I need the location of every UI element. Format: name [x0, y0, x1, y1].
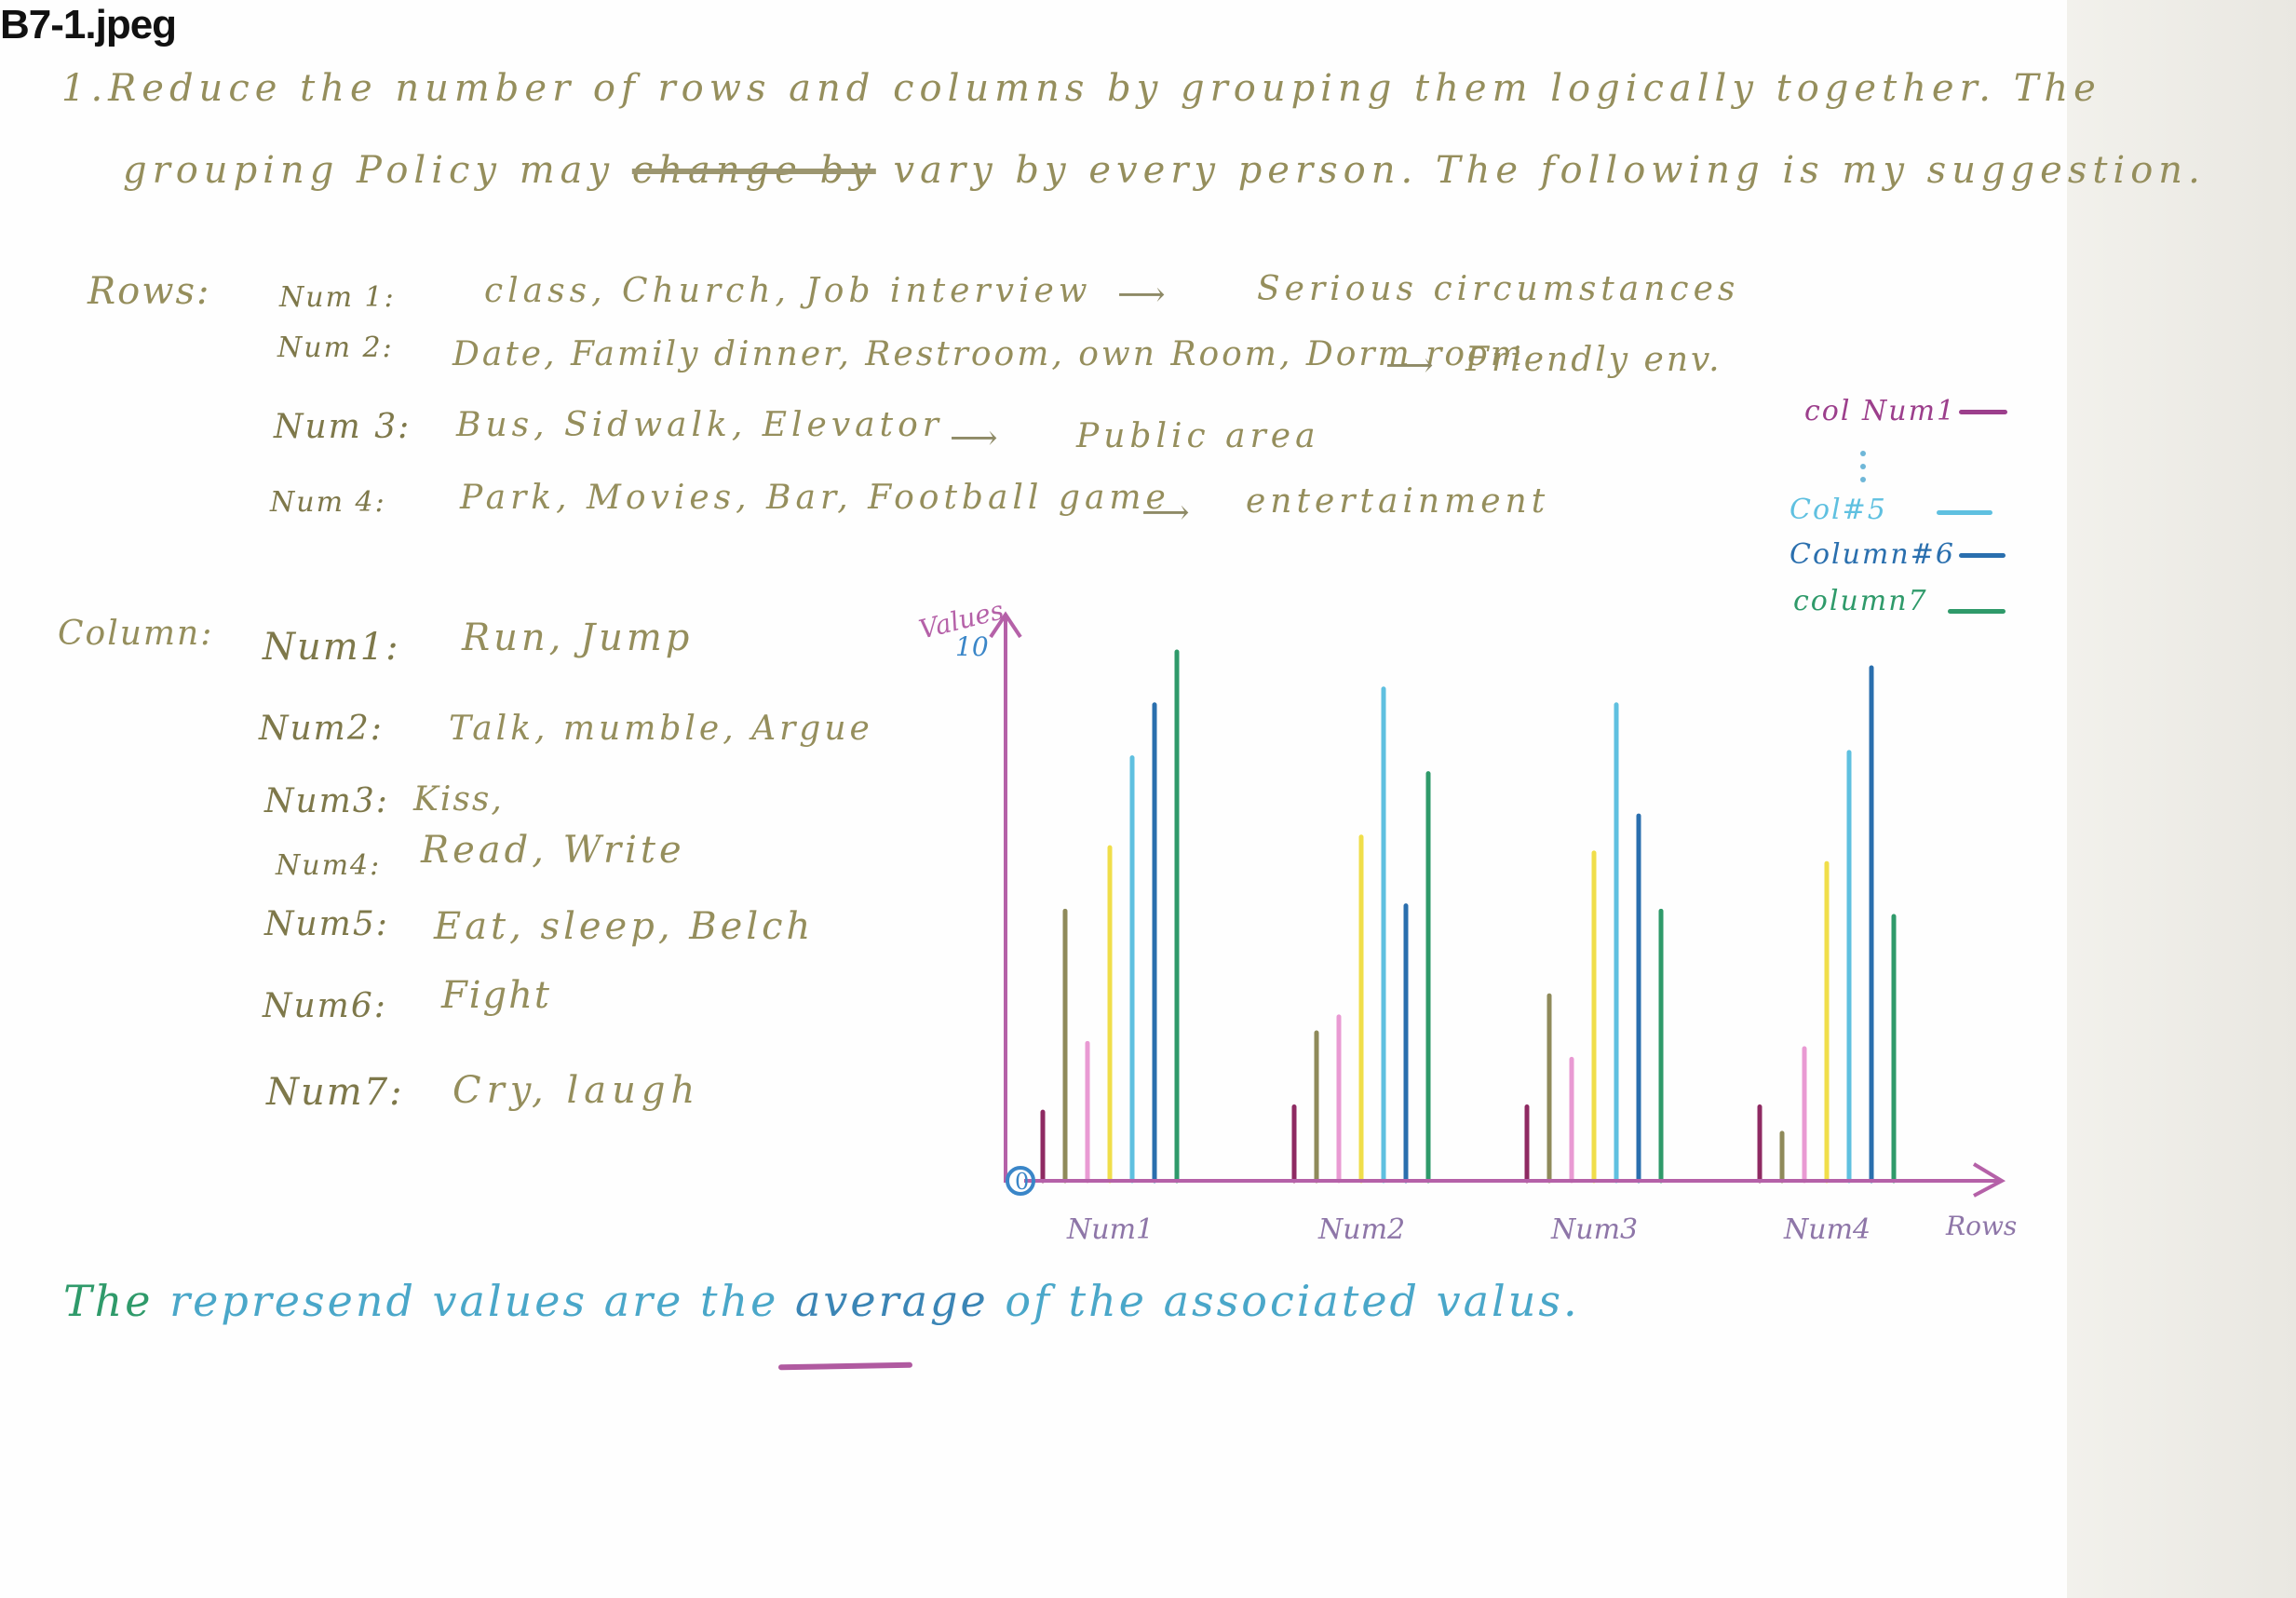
scan-margin: [2067, 0, 2296, 1598]
col-4-text: Read, Write: [421, 829, 685, 872]
legend-ellipsis-dot: [1860, 451, 1866, 456]
y-axis-arrowhead: [989, 611, 1022, 639]
bar-chart: 0 10 Values Num1 Num2 Num3 Num4 Rows: [894, 577, 2018, 1248]
footer-part-4: of the associated valus.: [1005, 1276, 1580, 1326]
row-4-num: Num 4:: [270, 486, 386, 519]
col-1-text: Run, Jump: [462, 616, 694, 659]
row-4-text: Park, Movies, Bar, Football game: [460, 479, 1170, 517]
origin-marker: [1006, 1166, 1035, 1196]
col-7-text: Cry, laugh: [452, 1069, 701, 1112]
col-5-text: Eat, sleep, Belch: [434, 905, 815, 948]
row-1-num: Num 1:: [279, 281, 396, 314]
intro-line-1: 1.Reduce the number of rows and columns …: [61, 67, 2101, 110]
col-1-num: Num1:: [263, 626, 400, 669]
col-7-num: Num7:: [266, 1071, 404, 1114]
legend-swatch-5: [1937, 510, 1992, 515]
footer-part-1: The: [63, 1276, 154, 1326]
footer-sentence: The represend values are the average of …: [63, 1276, 1580, 1326]
row-1-arrow: ⟶: [1117, 276, 1168, 314]
rows-label: Rows:: [88, 270, 211, 313]
row-3-arrow: ⟶: [950, 419, 1000, 457]
x-tick-num1: Num1: [1066, 1213, 1154, 1246]
x-axis-label: Rows: [1945, 1211, 2017, 1241]
row-2-num: Num 2:: [277, 332, 394, 364]
legend-ellipsis-dot: [1860, 464, 1866, 469]
legend-swatch-1: [1959, 410, 2007, 414]
file-label: B7-1.jpeg: [0, 2, 177, 47]
x-tick-num2: Num2: [1317, 1213, 1405, 1246]
col-6-text: Fight: [441, 974, 551, 1017]
row-4-result: entertainment: [1246, 482, 1550, 521]
row-2-arrow: ⟶: [1385, 346, 1436, 385]
x-axis-arrowhead: [1972, 1162, 2006, 1198]
bars-layer: [1040, 649, 1897, 1184]
legend-swatch-7: [1948, 609, 2006, 614]
col-2-num: Num2:: [259, 710, 384, 748]
row-1-text: class, Church, Job interview: [484, 272, 1092, 310]
y-tick-0: 0: [1015, 1169, 1029, 1195]
col-4-num: Num4:: [276, 849, 382, 882]
col-6-num: Num6:: [263, 987, 387, 1025]
row-3-result: Public area: [1076, 417, 1320, 455]
footer-part-3: average: [794, 1276, 989, 1326]
col-3-num: Num3:: [264, 782, 389, 820]
legend-label-7: column7: [1793, 585, 1928, 617]
intro-line-2b: vary by every person. The following is m…: [893, 149, 2206, 192]
col-5-num: Num5:: [264, 905, 389, 943]
intro-line-2: grouping Policy may change by vary by ev…: [123, 149, 2206, 192]
row-3-text: Bus, Sidwalk, Elevator: [456, 406, 943, 444]
footer-part-2: represend values are the: [169, 1276, 779, 1326]
paper-sheet: [0, 0, 2067, 1598]
legend-swatch-6: [1959, 553, 2006, 558]
row-2-text: Date, Family dinner, Restroom, own Room,…: [452, 335, 1525, 373]
row-4-arrow: ⟶: [1141, 494, 1192, 532]
legend-label-5: Col#5: [1790, 494, 1887, 526]
bar-chart-svg: 0 10 Values Num1 Num2 Num3 Num4 Rows: [916, 594, 2018, 1246]
row-1-result: Serious circumstances: [1257, 270, 1740, 308]
col-3-text: Kiss,: [413, 780, 504, 819]
y-tick-10: 10: [955, 631, 989, 662]
columns-label: Column:: [58, 615, 214, 653]
legend-label-6: Column#6: [1790, 538, 1955, 571]
x-tick-labels: Num1 Num2 Num3 Num4: [1066, 1213, 1871, 1246]
intro-line-2a: grouping Policy may: [123, 149, 615, 192]
col-2-text: Talk, mumble, Argue: [449, 710, 873, 748]
row-3-num: Num 3:: [274, 408, 412, 446]
legend-ellipsis-dot: [1860, 477, 1866, 482]
row-2-result: Friendly env.: [1465, 341, 1722, 379]
legend-label-1: col Num1: [1804, 395, 1957, 427]
x-tick-num4: Num4: [1783, 1213, 1871, 1246]
x-tick-num3: Num3: [1550, 1213, 1638, 1246]
intro-struck-text: change by: [631, 149, 876, 192]
